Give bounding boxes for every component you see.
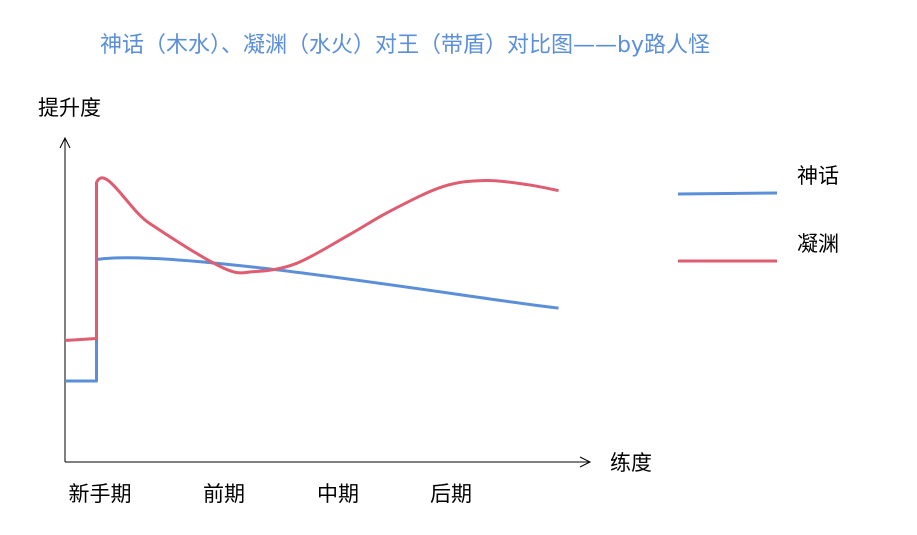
- chart-title: 神话（木水）、凝渊（水火）对王（带盾）对比图——by路人怪: [100, 33, 710, 58]
- x-axis-label: 练度: [610, 451, 652, 475]
- legend-label: 神话: [797, 164, 839, 188]
- x-tick-labels: 新手期 前期 中期 后期: [69, 482, 473, 506]
- x-tick-label: 前期: [203, 482, 245, 506]
- x-tick-label: 中期: [317, 482, 359, 506]
- y-axis-label: 提升度: [38, 96, 101, 120]
- series-line: [65, 256, 559, 383]
- series-line: [64, 176, 559, 342]
- legend-label: 凝渊: [797, 232, 839, 256]
- legend-swatch: [677, 191, 778, 196]
- x-tick-label: 后期: [430, 482, 472, 506]
- y-axis-arrow: [59, 136, 71, 149]
- x-axis-arrow: [579, 456, 592, 468]
- series-lines: [64, 176, 559, 383]
- x-tick-label: 新手期: [69, 482, 132, 506]
